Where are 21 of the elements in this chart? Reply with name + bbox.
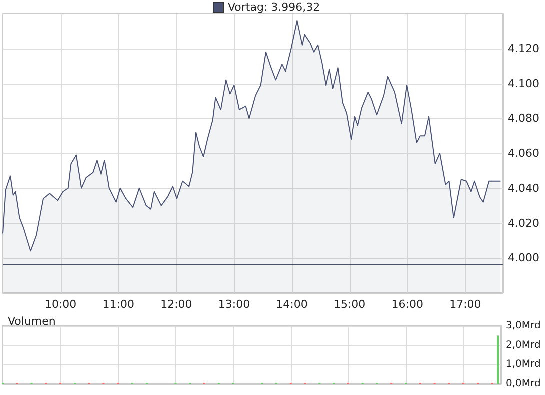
x-tick-label: 17:00 <box>450 298 482 311</box>
y-tick-label: 0,0Mrd <box>506 378 541 390</box>
legend-label: Vortag: 3.996,32 <box>228 1 320 14</box>
x-tick-label: 10:00 <box>44 298 77 311</box>
x-tick-label: 15:00 <box>334 298 366 311</box>
y-tick-label: 4.000 <box>508 252 540 265</box>
y-tick-label: 1,0Mrd <box>506 359 541 370</box>
y-tick-label: 4.080 <box>508 112 540 126</box>
x-tick-label: 12:00 <box>160 298 192 311</box>
x-tick-label: 13:00 <box>218 298 250 311</box>
y-tick-label: 4.100 <box>508 77 540 90</box>
y-tick-label: 2,0Mrd <box>506 340 541 351</box>
chart-title: Volumen <box>8 315 56 328</box>
y-tick-label: 4.120 <box>508 42 540 56</box>
y-tick-label: 4.060 <box>508 147 540 160</box>
y-tick-label: 4.020 <box>508 216 540 230</box>
x-tick-label: 11:00 <box>102 298 134 311</box>
y-tick-label: 3,0Mrd <box>506 320 541 332</box>
x-tick-label: 14:00 <box>276 298 308 311</box>
y-tick-label: 4.040 <box>508 182 540 195</box>
x-tick-label: 16:00 <box>392 298 424 311</box>
